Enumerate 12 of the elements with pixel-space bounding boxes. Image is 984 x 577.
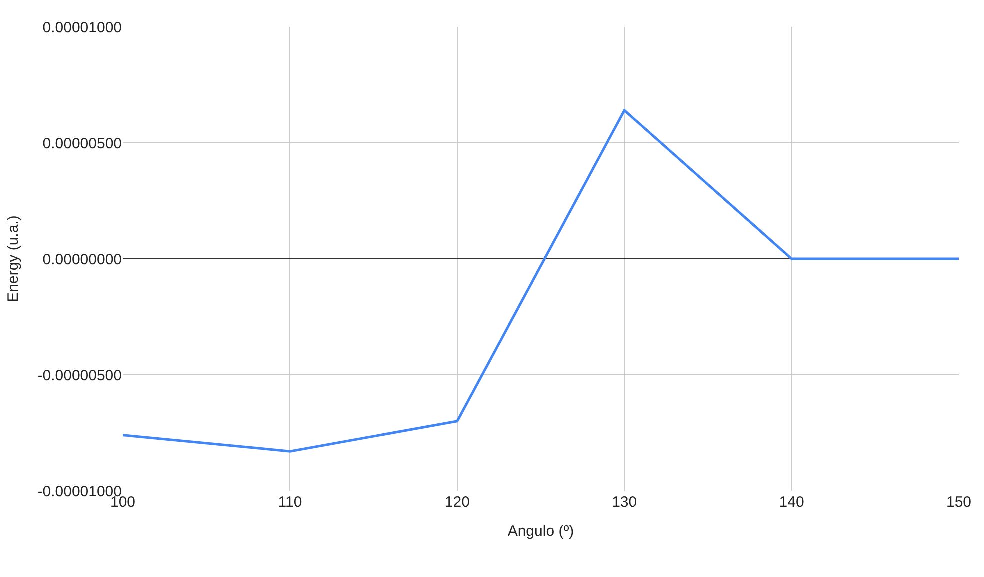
- x-tick-label: 150: [946, 494, 972, 511]
- y-axis-title: Energy (u.a.): [5, 216, 22, 302]
- y-tick-label: -0.00000500: [38, 367, 122, 384]
- x-tick-label: 120: [444, 494, 470, 511]
- y-tick-label: 0.00000000: [42, 251, 122, 268]
- y-tick-label: 0.00001000: [42, 19, 122, 36]
- x-axis-title: Angulo (º): [508, 523, 574, 540]
- x-tick-label: 110: [278, 494, 302, 511]
- line-series: [123, 109, 959, 453]
- x-tick-label: 130: [612, 494, 638, 511]
- x-tick-label: 140: [779, 494, 804, 511]
- y-tick-label: 0.00000500: [42, 135, 122, 152]
